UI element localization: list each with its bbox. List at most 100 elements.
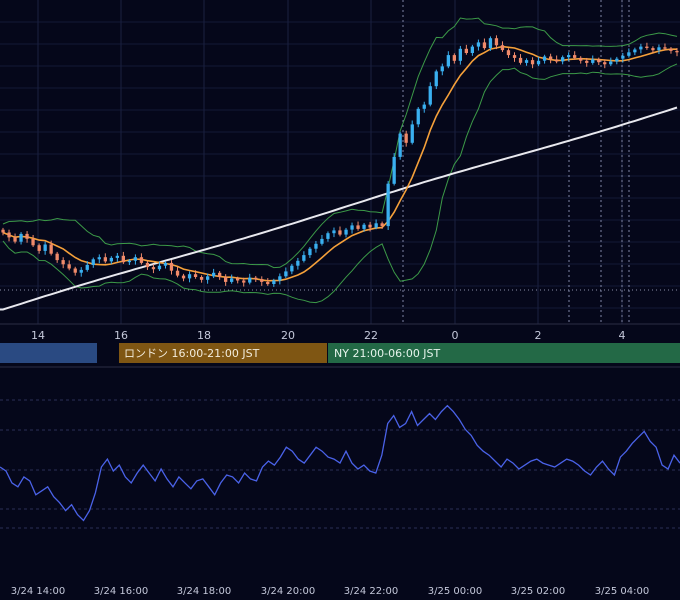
candle-body (603, 62, 607, 65)
candle-body (260, 279, 264, 282)
oscillator-grid (0, 399, 680, 529)
session-label-ny: NY 21:00-06:00 JST (334, 347, 441, 360)
hour-tick-label: 16 (114, 329, 128, 342)
candle-body (633, 49, 637, 53)
candle-body (476, 42, 481, 47)
hour-tick-label: 20 (281, 329, 295, 342)
candle-body (320, 238, 324, 244)
candle-body (380, 223, 384, 227)
candle-body (224, 277, 228, 282)
session-london (119, 343, 327, 363)
candle-body (19, 233, 23, 242)
candle-body (43, 244, 47, 251)
candle-body (434, 71, 438, 87)
session-tokyo (0, 343, 97, 363)
candle-body (645, 46, 649, 48)
candle-body (597, 59, 601, 63)
candle-body (248, 277, 252, 283)
candle-body (193, 274, 198, 277)
candle-body (368, 224, 372, 228)
candle-body (350, 225, 354, 230)
long-ma-line (0, 106, 678, 311)
candle-body (139, 257, 144, 263)
candle-body (512, 55, 517, 58)
candle-body (73, 268, 77, 273)
candle-body (49, 244, 53, 254)
candle-body (278, 276, 282, 281)
candle-body (175, 270, 180, 276)
candle-body (530, 60, 535, 65)
candle-body (302, 255, 306, 261)
hour-tick-label: 4 (619, 329, 626, 342)
candle-body (314, 243, 318, 249)
oscillator-line (0, 404, 680, 522)
hour-tick-label: 2 (535, 329, 542, 342)
candle-body (91, 259, 95, 265)
date-tick-label: 3/25 04:00 (595, 586, 649, 597)
bollinger-lower (2, 63, 678, 304)
candle-body (573, 55, 577, 58)
session-ny (328, 343, 680, 363)
long-moving-average (0, 106, 678, 311)
date-tick-label: 3/24 14:00 (11, 586, 65, 597)
candle-body (428, 86, 432, 105)
candle-body (440, 66, 444, 72)
candle-body (657, 47, 661, 51)
candle-body (326, 233, 330, 239)
date-tick-label: 3/25 02:00 (511, 586, 565, 597)
candle-body (13, 237, 17, 242)
candle-body (187, 274, 192, 279)
candle-body (549, 56, 553, 60)
hour-tick-label: 0 (452, 329, 459, 342)
candle-body (145, 262, 150, 268)
short-moving-average (2, 45, 677, 282)
candle-body (236, 278, 240, 281)
candle-body (542, 56, 547, 61)
candle-body (308, 248, 312, 256)
candle-body (25, 233, 29, 239)
price-panel[interactable] (0, 0, 680, 324)
candle-body (398, 133, 402, 157)
candle-body (290, 265, 294, 272)
candle-body (181, 275, 186, 279)
candle-body (585, 60, 589, 63)
candle-body (212, 272, 216, 277)
bollinger-upper (2, 17, 678, 269)
candle-body (109, 257, 113, 262)
candle-body (151, 267, 156, 270)
candle-body (579, 57, 583, 61)
candle-body (500, 45, 505, 51)
candle-body (133, 257, 137, 261)
candle-body (332, 230, 336, 234)
candle-body (386, 183, 390, 227)
candle-body (206, 276, 210, 280)
candle-body (518, 57, 523, 63)
candle-body (242, 280, 246, 283)
candle-body (79, 269, 83, 273)
candle-body (169, 262, 174, 271)
candle-body (344, 229, 348, 235)
candle-body (374, 223, 378, 228)
candle-body (163, 262, 168, 266)
candle-body (266, 282, 270, 285)
date-tick-label: 3/24 16:00 (94, 586, 148, 597)
candle-body (199, 277, 204, 280)
candle-body (392, 156, 396, 184)
candle-body (7, 232, 11, 238)
date-tick-label: 3/24 20:00 (261, 586, 315, 597)
candle-body (663, 47, 667, 49)
candle-body (464, 48, 468, 53)
candle-body (536, 60, 541, 65)
candle-body (488, 38, 493, 49)
oscillator-panel[interactable] (0, 399, 680, 529)
candle-body (1, 229, 5, 233)
candle-body (410, 124, 414, 143)
candle-body (669, 48, 673, 51)
session-bar: ロンドン 16:00-21:00 JST NY 21:00-06:00 JST (0, 343, 680, 363)
candle-body (284, 271, 288, 277)
candle-body (272, 280, 276, 284)
candle-body (356, 225, 360, 229)
candle-body (452, 55, 456, 61)
candle-body (675, 50, 679, 53)
